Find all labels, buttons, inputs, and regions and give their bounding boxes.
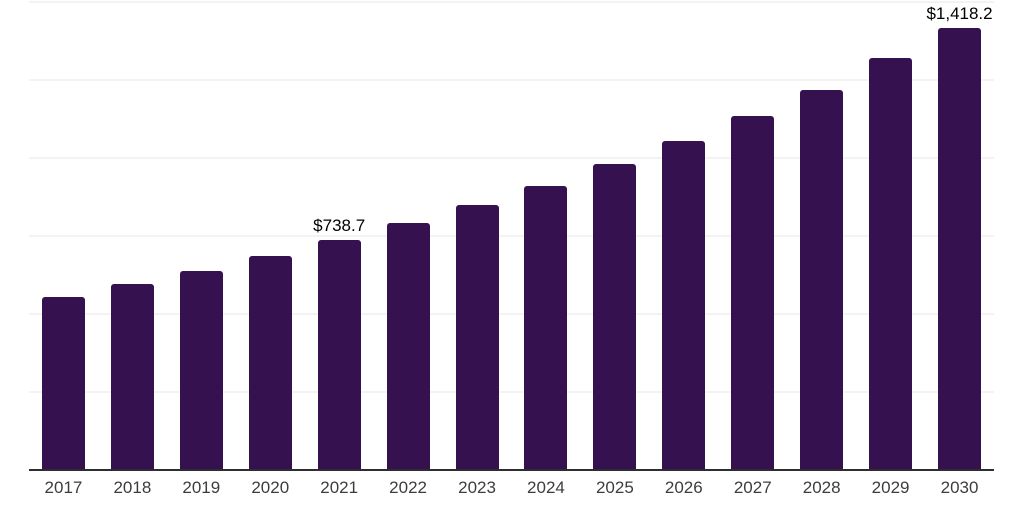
x-tick-2018: 2018 bbox=[113, 478, 152, 497]
gridline-1000 bbox=[29, 157, 994, 159]
x-tick-2021: 2021 bbox=[320, 478, 359, 497]
x-tick-2023: 2023 bbox=[458, 478, 496, 497]
bar-2030[interactable] bbox=[938, 27, 982, 470]
bar-2027[interactable] bbox=[731, 116, 775, 470]
x-tick-2020: 2020 bbox=[251, 478, 290, 497]
x-tick-2028: 2028 bbox=[802, 478, 841, 497]
bar-2020[interactable] bbox=[248, 255, 292, 470]
x-tick-2027: 2027 bbox=[733, 478, 772, 497]
gridline-750 bbox=[29, 235, 994, 237]
gridline-500 bbox=[29, 313, 994, 315]
gridline-1250 bbox=[29, 79, 994, 81]
bar-2026[interactable] bbox=[662, 141, 706, 470]
x-tick-2025: 2025 bbox=[595, 478, 634, 497]
bar-2028[interactable] bbox=[800, 89, 844, 470]
gridline-250 bbox=[29, 391, 994, 393]
bar-2021[interactable] bbox=[317, 239, 361, 470]
x-tick-2029: 2029 bbox=[871, 478, 910, 497]
value-label-2021: $738.7 bbox=[313, 215, 366, 235]
x-tick-2026: 2026 bbox=[664, 478, 703, 497]
bar-2024[interactable] bbox=[524, 185, 568, 470]
x-tick-2030: 2030 bbox=[940, 478, 979, 497]
x-axis-line bbox=[29, 469, 994, 471]
bar-2018[interactable] bbox=[110, 284, 154, 470]
x-tick-2022: 2022 bbox=[389, 478, 427, 497]
bar-2022[interactable] bbox=[386, 223, 430, 470]
value-label-2030: $1,418.2 bbox=[926, 3, 993, 23]
bar-2023[interactable] bbox=[455, 205, 499, 470]
x-tick-2017: 2017 bbox=[44, 478, 83, 497]
bar-2019[interactable] bbox=[179, 270, 223, 470]
gridline-1500 bbox=[29, 1, 994, 3]
x-tick-2019: 2019 bbox=[182, 478, 221, 497]
bar-2029[interactable] bbox=[869, 58, 913, 470]
x-tick-2024: 2024 bbox=[527, 478, 565, 497]
bar-2025[interactable] bbox=[593, 163, 637, 470]
bar-2017[interactable] bbox=[41, 297, 85, 470]
